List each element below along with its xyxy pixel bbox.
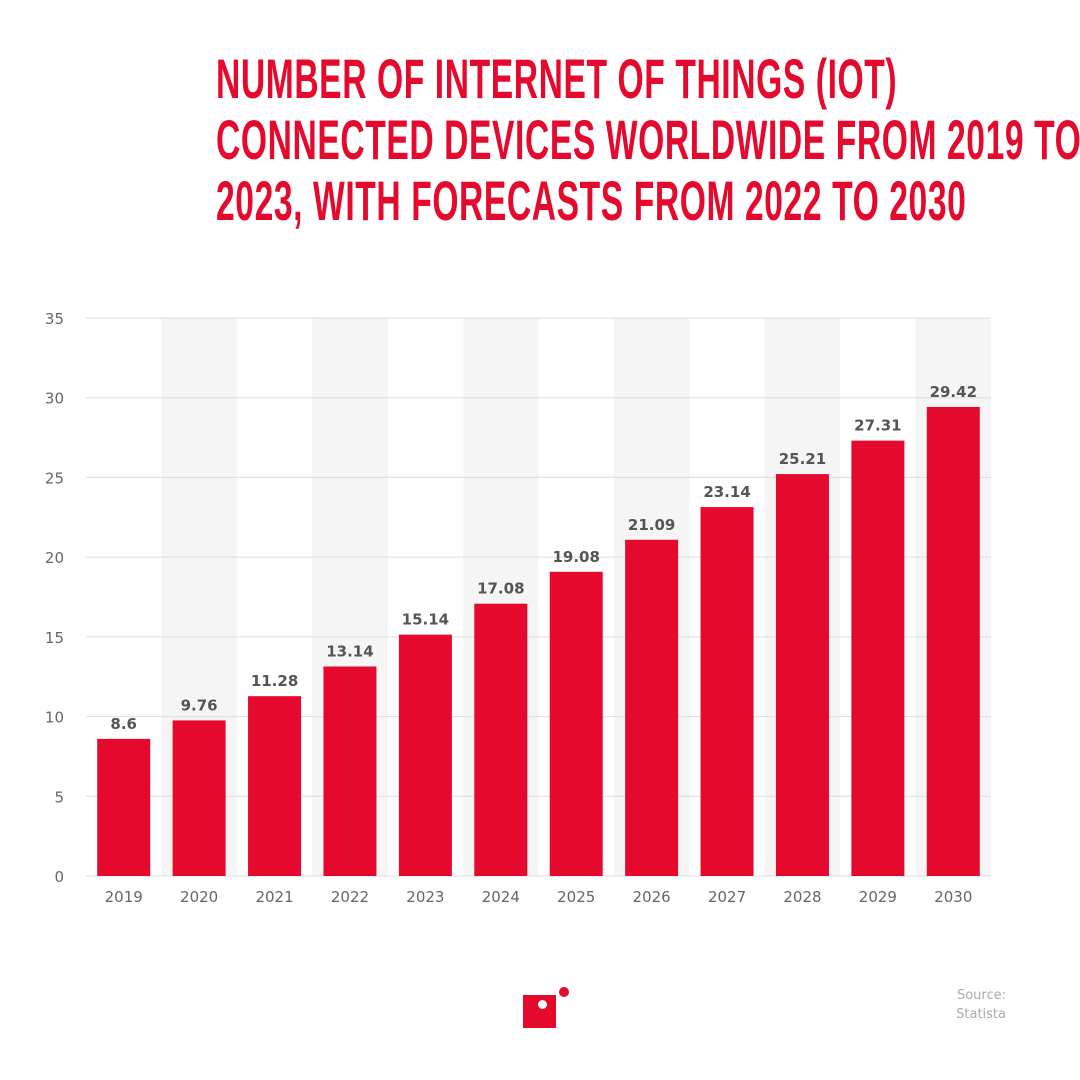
- x-tick-label: 2026: [633, 888, 671, 906]
- x-tick-label: 2023: [406, 888, 444, 906]
- y-tick-label: 30: [45, 390, 64, 408]
- y-tick-label: 20: [45, 549, 64, 567]
- x-tick-label: 2022: [331, 888, 369, 906]
- x-tick-label: 2021: [255, 888, 293, 906]
- y-tick-label: 35: [45, 310, 64, 328]
- y-tick-label: 10: [45, 709, 64, 727]
- data-label: 29.42: [930, 383, 977, 401]
- chart-title: NUMBER OF INTERNET OF THINGS (IOT) CONNE…: [0, 48, 1080, 231]
- bar: [549, 571, 603, 876]
- x-tick-label: 2024: [482, 888, 520, 906]
- bar: [248, 696, 302, 876]
- source-note: Source: Statista: [930, 986, 1006, 1024]
- data-label: 17.08: [477, 580, 524, 598]
- data-label: 8.6: [110, 715, 137, 733]
- source-name: Statista: [956, 1007, 1006, 1022]
- data-label: 15.14: [402, 611, 449, 629]
- data-label: 13.14: [326, 643, 373, 661]
- bar: [172, 720, 226, 876]
- data-label: 27.31: [854, 417, 901, 435]
- bar: [323, 666, 377, 876]
- data-label: 11.28: [251, 672, 298, 690]
- title-line-3: 2023, WITH FORECASTS FROM 2022 TO 2030: [216, 169, 967, 232]
- data-label: 23.14: [703, 483, 750, 501]
- brand-logo-icon: [523, 995, 556, 1028]
- y-tick-label: 25: [45, 469, 64, 487]
- bar: [775, 474, 829, 876]
- x-tick-label: 2028: [783, 888, 821, 906]
- y-tick-label: 15: [45, 629, 64, 647]
- data-label: 19.08: [552, 548, 599, 566]
- x-tick-label: 2029: [859, 888, 897, 906]
- x-tick-label: 2030: [934, 888, 972, 906]
- x-tick-label: 2019: [105, 888, 143, 906]
- bar: [97, 738, 151, 876]
- title-line-1: NUMBER OF INTERNET OF THINGS (IOT): [216, 47, 898, 110]
- brand-logo-dot-icon: [559, 987, 569, 997]
- data-label: 9.76: [181, 696, 218, 714]
- bar: [625, 539, 679, 876]
- x-tick-label: 2025: [557, 888, 595, 906]
- bar: [700, 507, 754, 876]
- source-label: Source:: [956, 988, 1006, 1003]
- data-label: 21.09: [628, 516, 675, 534]
- data-label: 25.21: [779, 450, 826, 468]
- bar: [398, 634, 452, 876]
- bar: [851, 440, 905, 876]
- bar: [926, 406, 980, 876]
- x-tick-label: 2020: [180, 888, 218, 906]
- y-tick-label: 5: [54, 788, 64, 806]
- y-tick-label: 0: [54, 868, 64, 886]
- x-tick-label: 2027: [708, 888, 746, 906]
- bar: [474, 603, 528, 876]
